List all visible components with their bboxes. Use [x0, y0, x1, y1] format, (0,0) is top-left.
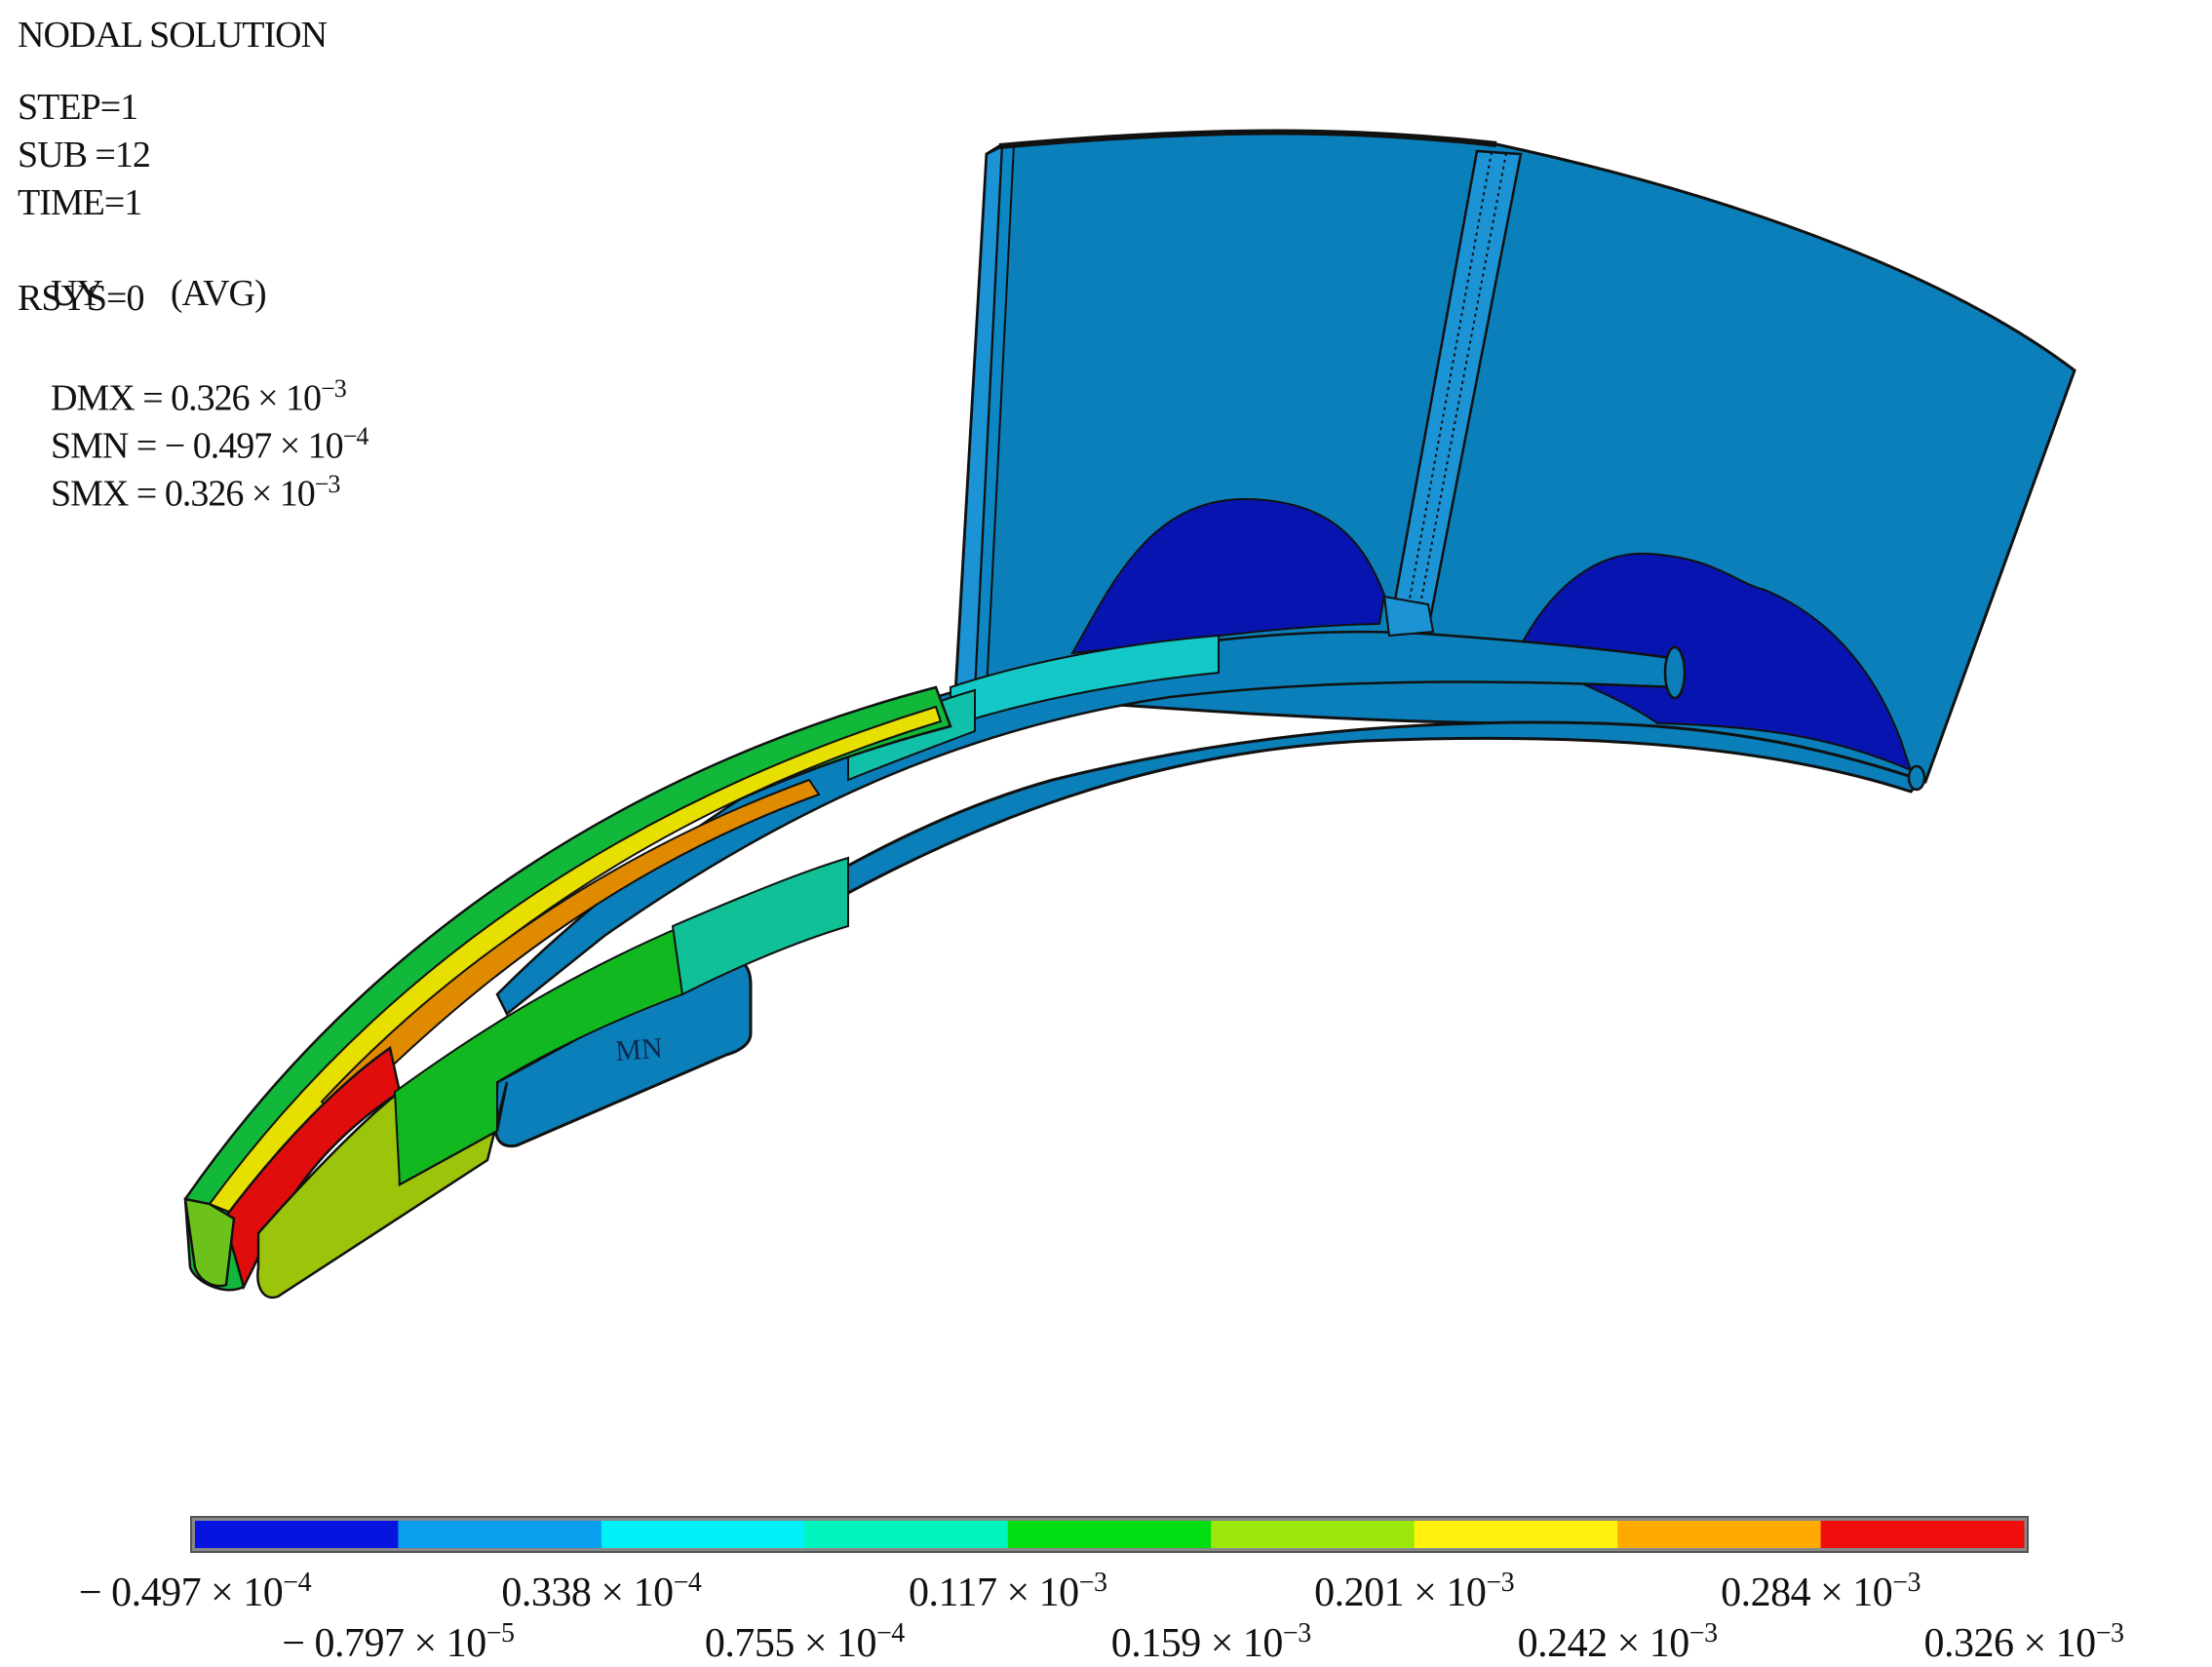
legend-label-top-2: 0.338 × 10−4 [501, 1568, 702, 1615]
legend-label-exponent: −4 [283, 1568, 312, 1598]
legend-label-mantissa: 0.497 [111, 1570, 202, 1615]
legend-label-mantissa: 0.326 [1923, 1621, 2015, 1666]
ring-end-cap-lower [1907, 764, 1926, 792]
legend-label-sign: − [282, 1621, 315, 1666]
dmx-mantissa: 0.326 [171, 377, 250, 419]
legend-label-exponent: −5 [485, 1618, 515, 1648]
legend-swatch-9 [1820, 1521, 2025, 1548]
smx-mantissa: 0.326 [164, 473, 244, 515]
fin-layer-orange [320, 778, 821, 1123]
time-line: TIME=1 [18, 182, 142, 223]
legend-label-exponent: −3 [1282, 1618, 1311, 1648]
result-key: UY [51, 273, 103, 314]
legend-label-top-3: 0.117 × 10−3 [909, 1568, 1107, 1615]
legend-label-sign: − [78, 1570, 112, 1615]
legend-swatch-1 [195, 1521, 399, 1548]
legend-label-exponent: −3 [1688, 1618, 1718, 1648]
dmx-line: DMX = 0.326 × 10−3 [51, 374, 347, 419]
center-rib-line-a [1403, 151, 1493, 632]
legend-label-bottom-4: 0.242 × 10−3 [1517, 1618, 1718, 1666]
fin-layer-teal-mid [671, 856, 849, 996]
smn-exponent: −4 [342, 422, 369, 450]
legend-label-bottom-3: 0.159 × 10−3 [1110, 1618, 1311, 1666]
legend-swatch-4 [804, 1521, 1009, 1548]
dmx-exponent: −3 [321, 374, 347, 403]
legend-label-top-1: − 0.497 × 10−4 [78, 1568, 312, 1615]
legend-label-mantissa: 0.797 [314, 1621, 406, 1666]
ring-end-cap-upper [1663, 645, 1687, 700]
sub-line: SUB =12 [18, 135, 151, 175]
smn-line: SMN = − 0.497 × 10−4 [51, 422, 369, 467]
legend-swatch-7 [1414, 1521, 1618, 1548]
solution-title: NODAL SOLUTION [18, 15, 328, 56]
legend-label-exponent: −3 [2095, 1618, 2124, 1648]
legend-label-mantissa: 0.242 [1517, 1621, 1609, 1666]
legend-swatches [195, 1521, 2025, 1548]
legend-label-exponent: −3 [1078, 1568, 1107, 1598]
result-avg: (AVG) [170, 273, 267, 314]
ring-band-cyan [950, 634, 1220, 728]
legend-swatch-5 [1007, 1521, 1212, 1548]
smx-key: SMX [51, 473, 129, 515]
legend-label-mantissa: 0.117 [909, 1570, 997, 1615]
mn-marker: MN [614, 1032, 664, 1067]
center-rib-line-b [1415, 152, 1507, 631]
legend-label-exponent: −3 [1892, 1568, 1921, 1598]
fin-end-face [183, 1197, 236, 1288]
legend-swatch-8 [1617, 1521, 1821, 1548]
result-line: UY (AVG) [18, 229, 267, 358]
rsys-line: RSYS=0 [18, 278, 144, 319]
legend-label-bottom-5: 0.326 × 10−3 [1923, 1618, 2124, 1666]
smn-key: SMN [51, 425, 129, 467]
legend-label-top-5: 0.284 × 10−3 [1721, 1568, 1921, 1615]
legend-label-bottom-2: 0.755 × 10−4 [704, 1618, 905, 1666]
legend-swatch-6 [1211, 1521, 1416, 1548]
rib-foot-cap [1382, 595, 1435, 638]
smn-sign: − [164, 425, 193, 467]
legend-swatch-2 [398, 1521, 602, 1548]
dmx-key: DMX [51, 377, 136, 419]
legend-label-mantissa: 0.159 [1110, 1621, 1202, 1666]
legend-label-bottom-1: − 0.797 × 10−5 [282, 1618, 515, 1666]
legend-label-exponent: −4 [673, 1568, 702, 1598]
low-displacement-zone-right [1514, 552, 1913, 772]
legend-label-mantissa: 0.338 [501, 1570, 592, 1615]
smx-line: SMX = 0.326 × 10−3 [51, 470, 341, 515]
plate-top-edge [998, 129, 1497, 149]
legend-label-top-4: 0.201 × 10−3 [1314, 1568, 1515, 1615]
step-line: STEP=1 [18, 87, 138, 128]
smn-mantissa: 0.497 [192, 425, 272, 467]
legend-label-mantissa: 0.284 [1721, 1570, 1811, 1615]
legend-label-mantissa: 0.201 [1314, 1570, 1405, 1615]
legend-label-mantissa: 0.755 [704, 1621, 796, 1666]
smx-exponent: −3 [314, 470, 341, 498]
legend-swatch-3 [601, 1521, 805, 1548]
legend-label-exponent: −3 [1486, 1568, 1515, 1598]
legend-label-exponent: −4 [876, 1618, 905, 1648]
